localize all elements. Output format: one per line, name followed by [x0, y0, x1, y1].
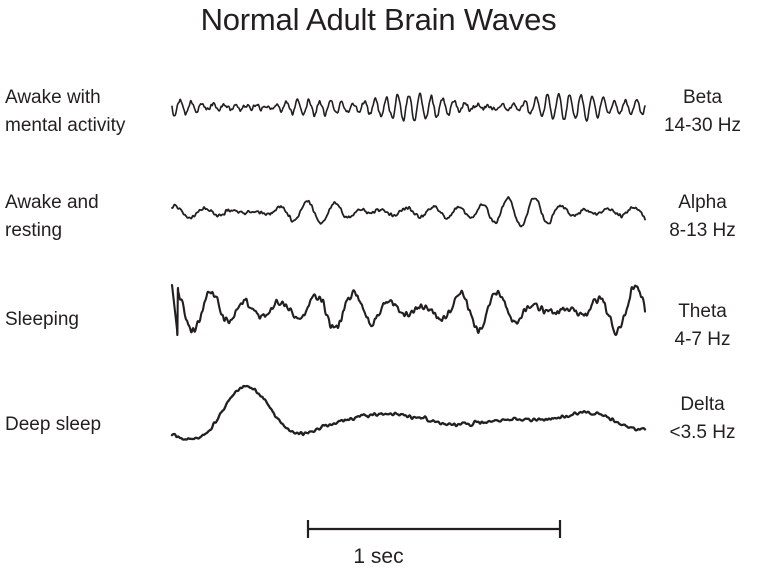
- band-range: 14-30 Hz: [663, 115, 742, 136]
- band-name: Beta: [682, 87, 723, 108]
- waveform-trace-beta: [0, 0, 665, 137]
- band-label-beta: Beta 14-30 Hz: [648, 84, 757, 140]
- state-label-line2: mental activity: [5, 115, 126, 136]
- state-label-line1: Awake with: [5, 87, 101, 108]
- state-label-line2: resting: [5, 220, 63, 241]
- band-label-theta: Theta 4-7 Hz: [648, 298, 757, 354]
- time-scale-bar: [0, 512, 757, 572]
- time-scale-label: 1 sec: [353, 545, 404, 568]
- band-name: Alpha: [678, 192, 727, 213]
- state-label-delta: Deep sleep: [5, 411, 170, 439]
- band-name: Delta: [680, 394, 725, 415]
- waveform-trace-delta: [170, 384, 647, 441]
- page-title: Normal Adult Brain Waves: [200, 2, 557, 37]
- state-label-theta: Sleeping: [5, 306, 170, 334]
- band-name: Theta: [678, 301, 727, 322]
- waveform-trace-theta: [170, 283, 647, 337]
- waveform-trace-alpha: [0, 0, 665, 243]
- state-label-beta: Awake with mental activity: [5, 84, 170, 140]
- band-label-delta: Delta <3.5 Hz: [648, 391, 757, 447]
- band-range: <3.5 Hz: [669, 422, 736, 443]
- band-label-alpha: Alpha 8-13 Hz: [648, 189, 757, 245]
- state-label-line1: Deep sleep: [5, 414, 102, 435]
- state-label-alpha: Awake and resting: [5, 189, 170, 245]
- state-label-line1: Awake and: [5, 192, 99, 213]
- band-range: 8-13 Hz: [669, 220, 736, 241]
- band-range: 4-7 Hz: [674, 329, 731, 350]
- state-label-line1: Sleeping: [5, 309, 79, 330]
